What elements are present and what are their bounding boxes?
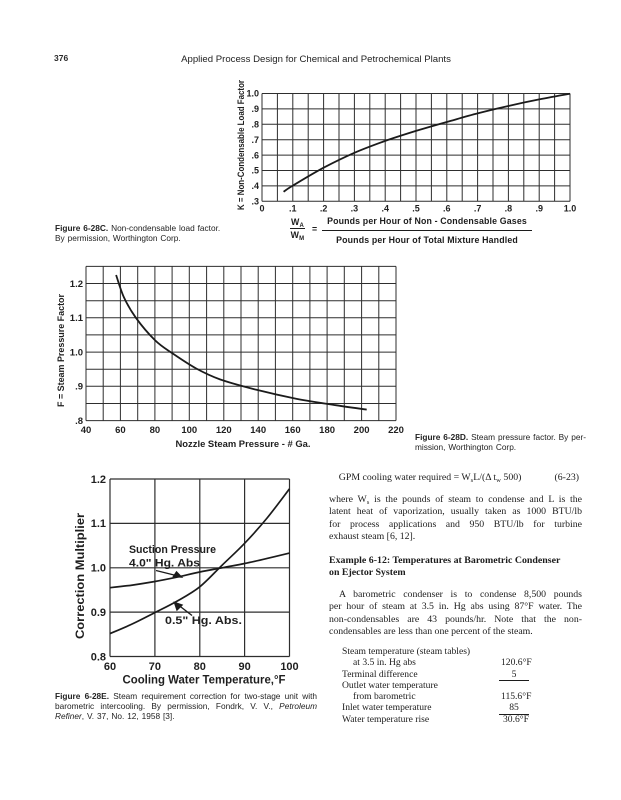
svg-text:90: 90 [238, 661, 250, 673]
svg-text:Suction Pressure: Suction Pressure [129, 544, 216, 556]
svg-text:.4: .4 [381, 204, 389, 214]
svg-text:0.8: 0.8 [91, 651, 106, 663]
svg-text:4.0" Hg. Abs: 4.0" Hg. Abs [129, 558, 200, 570]
svg-text:.1: .1 [289, 204, 297, 214]
svg-text:0: 0 [259, 204, 264, 214]
svg-text:1.0: 1.0 [564, 204, 577, 214]
svg-text:1.0: 1.0 [70, 348, 83, 359]
svg-text:.3: .3 [351, 204, 359, 214]
svg-text:0.5" Hg. Abs.: 0.5" Hg. Abs. [165, 615, 242, 627]
svg-text:.8: .8 [251, 120, 259, 130]
svg-text:.2: .2 [320, 204, 328, 214]
svg-text:80: 80 [150, 425, 161, 436]
svg-text:.7: .7 [251, 135, 259, 145]
svg-text:.8: .8 [75, 416, 83, 427]
svg-text:40: 40 [81, 425, 92, 436]
svg-text:1.0: 1.0 [246, 89, 259, 99]
svg-text:100: 100 [181, 425, 197, 436]
svg-text:120: 120 [216, 425, 232, 436]
svg-text:140: 140 [250, 425, 266, 436]
svg-text:.9: .9 [251, 104, 259, 114]
svg-text:60: 60 [104, 661, 116, 673]
svg-text:1.2: 1.2 [70, 279, 83, 290]
svg-text:80: 80 [194, 661, 206, 673]
svg-text:.6: .6 [443, 204, 451, 214]
svg-text:.5: .5 [412, 204, 420, 214]
svg-text:1.1: 1.1 [91, 518, 106, 530]
svg-text:.5: .5 [251, 166, 259, 176]
svg-text:.9: .9 [75, 382, 83, 393]
svg-text:200: 200 [354, 425, 370, 436]
svg-text:.4: .4 [251, 181, 259, 191]
svg-text:Cooling Water Temperature,°F: Cooling Water Temperature,°F [123, 675, 286, 687]
svg-text:220: 220 [388, 425, 404, 436]
svg-text:180: 180 [319, 425, 335, 436]
svg-text:1.1: 1.1 [70, 313, 84, 324]
svg-text:.6: .6 [251, 150, 259, 160]
svg-text:1.0: 1.0 [91, 563, 106, 575]
svg-text:Correction Multiplier: Correction Multiplier [75, 512, 87, 639]
svg-text:160: 160 [285, 425, 301, 436]
svg-text:.7: .7 [474, 204, 482, 214]
svg-text:60: 60 [115, 425, 126, 436]
svg-text:100: 100 [280, 661, 298, 673]
svg-text:K = Non-Condensable Load Facto: K = Non-Condensable Load Factor [236, 79, 246, 210]
svg-text:Nozzle Steam Pressure - # Ga.: Nozzle Steam Pressure - # Ga. [176, 439, 311, 450]
svg-text:70: 70 [149, 661, 161, 673]
svg-text:0.9: 0.9 [91, 607, 106, 619]
svg-text:.8: .8 [505, 204, 513, 214]
svg-text:.9: .9 [535, 204, 543, 214]
svg-text:1.2: 1.2 [91, 474, 106, 486]
svg-text:F = Steam Pressure Factor: F = Steam Pressure Factor [56, 294, 66, 407]
svg-text:.3: .3 [251, 197, 259, 207]
